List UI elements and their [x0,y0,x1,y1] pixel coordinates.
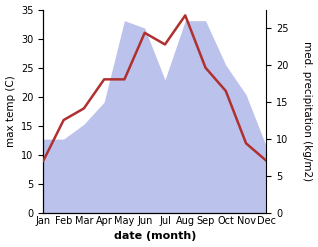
Y-axis label: med. precipitation (kg/m2): med. precipitation (kg/m2) [302,41,313,181]
Y-axis label: max temp (C): max temp (C) [5,75,16,147]
X-axis label: date (month): date (month) [114,231,196,242]
